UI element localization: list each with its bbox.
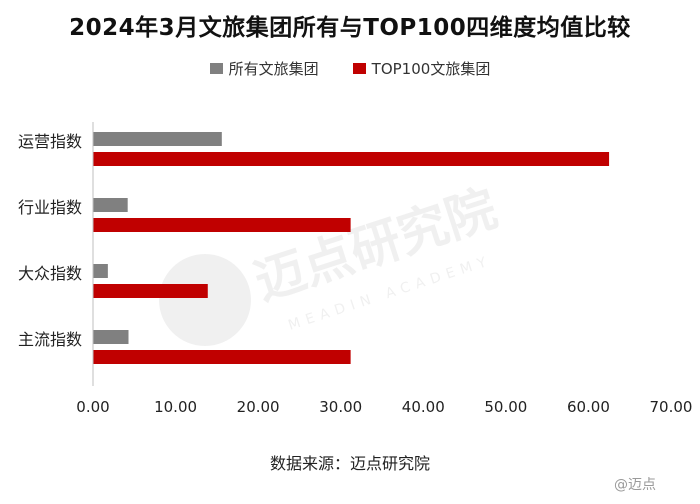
chart-title: 2024年3月文旅集团所有与TOP100四维度均值比较 (69, 15, 631, 41)
legend-label-top100: TOP100文旅集团 (371, 60, 491, 78)
bar-top100-3 (93, 350, 351, 364)
x-tick-label: 40.00 (402, 398, 445, 416)
bar-top100-2 (93, 284, 208, 298)
category-label: 主流指数 (18, 330, 82, 349)
category-label: 行业指数 (18, 198, 82, 217)
bar-top100-1 (93, 218, 351, 232)
bar-all-3 (93, 330, 129, 344)
bar-all-1 (93, 198, 128, 212)
bar-top100-0 (93, 152, 610, 166)
x-tick-label: 70.00 (650, 398, 693, 416)
x-tick-label: 30.00 (319, 398, 362, 416)
bar-all-2 (93, 264, 108, 278)
x-tick-label: 60.00 (567, 398, 610, 416)
category-label: 大众指数 (18, 264, 82, 283)
bars-layer (93, 132, 610, 364)
watermark: 迈点研究院 MEADIN ACADEMY (159, 179, 503, 346)
source-note: 数据来源：迈点研究院 (269, 454, 430, 473)
x-tick-label: 50.00 (484, 398, 527, 416)
category-label: 运营指数 (18, 132, 82, 151)
legend-item-all: 所有文旅集团 (209, 58, 319, 79)
legend: 所有文旅集团 TOP100文旅集团 (0, 58, 700, 79)
legend-swatch-all (209, 63, 223, 74)
x-tick-label: 20.00 (237, 398, 280, 416)
bar-all-0 (93, 132, 222, 146)
x-tick-label: 0.00 (76, 398, 109, 416)
watermark-logo-circle (159, 254, 251, 346)
legend-item-top100: TOP100文旅集团 (352, 58, 491, 79)
legend-label-all: 所有文旅集团 (228, 60, 319, 78)
corner-watermark: @迈点 (614, 477, 656, 493)
x-tick-label: 10.00 (154, 398, 197, 416)
legend-swatch-top100 (352, 63, 366, 74)
